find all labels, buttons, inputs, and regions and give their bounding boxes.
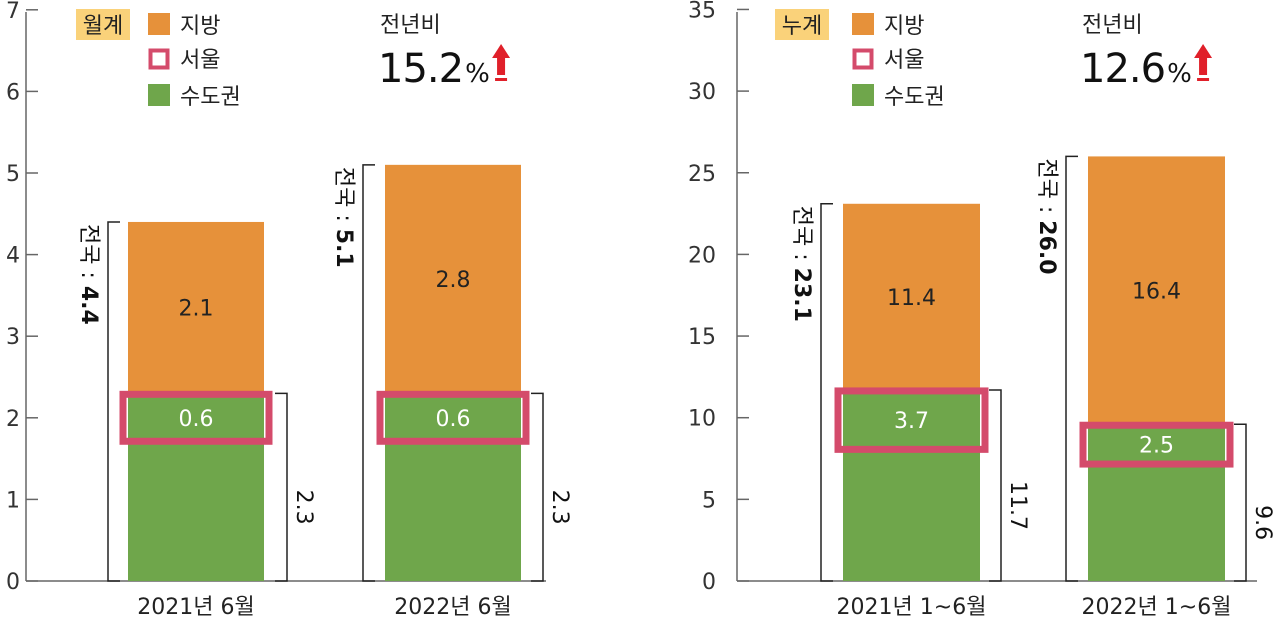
seoul-box	[376, 390, 530, 445]
up-arrow-base-icon	[495, 78, 508, 81]
bar-sudogwon	[843, 389, 980, 581]
bar-label-jibang: 2.1	[179, 297, 214, 322]
seoul-label: 0.6	[179, 407, 214, 432]
national-prefix: 전국 :	[76, 224, 101, 286]
legend-label-jibang: 지방	[180, 14, 220, 39]
national-value: 5.1	[331, 229, 356, 268]
x-category-label: 2021년 6월	[137, 595, 254, 620]
up-arrow-icon	[1194, 44, 1213, 75]
yoy-label: 전년비	[380, 13, 441, 38]
bar-jibang	[128, 221, 264, 394]
national-total-label: 전국 : 4.4	[76, 224, 101, 325]
legend-swatch-jibang	[148, 13, 170, 35]
badge-background	[775, 9, 829, 40]
y-tick-label: 25	[688, 162, 716, 187]
national-value: 4.4	[76, 286, 101, 325]
bar-sudogwon	[128, 393, 264, 581]
legend-swatch-jibang	[852, 13, 874, 35]
national-bracket	[107, 221, 120, 582]
seoul-label: 2.5	[1139, 434, 1174, 459]
bar-jibang	[1088, 156, 1225, 425]
capital-total-label: 9.6	[1250, 505, 1275, 540]
legend-label-seoul: 서울	[884, 48, 924, 73]
legend-label-seoul: 서울	[180, 48, 220, 73]
seoul-box	[834, 387, 989, 453]
national-prefix: 전국 :	[789, 206, 814, 268]
up-arrow-base-icon	[1197, 78, 1210, 81]
national-bracket	[820, 203, 833, 582]
national-prefix: 전국 :	[1034, 158, 1059, 220]
legend-label-sudogwon: 수도권	[180, 85, 241, 110]
y-tick-label: 6	[6, 80, 20, 105]
yoy-unit: %	[1167, 59, 1192, 89]
national-bracket	[362, 164, 375, 582]
y-tick-label: 15	[688, 325, 716, 350]
y-tick-label: 2	[6, 407, 20, 432]
capital-bracket	[989, 389, 1002, 582]
yoy-label: 전년비	[1082, 13, 1143, 38]
y-tick-label: 35	[688, 0, 716, 23]
y-tick-label: 0	[702, 570, 716, 595]
bar-jibang	[843, 203, 980, 390]
bar-jibang	[385, 164, 521, 394]
yoy-unit: %	[465, 59, 490, 89]
capital-bracket	[1234, 423, 1247, 582]
capital-total-label: 2.3	[547, 490, 572, 525]
x-category-label: 2021년 1~6월	[837, 595, 987, 620]
capital-total-label: 2.3	[291, 490, 316, 525]
national-bracket	[1065, 155, 1078, 582]
seoul-box	[119, 390, 273, 445]
x-category-label: 2022년 6월	[394, 595, 511, 620]
bar-label-jibang: 16.4	[1132, 279, 1181, 304]
y-tick-label: 7	[6, 0, 20, 24]
legend-swatch-sudogwon	[148, 84, 170, 106]
badge-label: 월계	[83, 14, 123, 39]
capital-bracket	[275, 392, 288, 582]
y-tick-label: 5	[702, 488, 716, 513]
up-arrow-icon	[492, 44, 511, 75]
y-tick-label: 5	[6, 162, 20, 187]
bar-sudogwon	[385, 393, 521, 581]
seoul-label: 3.7	[894, 409, 929, 434]
legend-label-sudogwon: 수도권	[884, 85, 945, 110]
bar-label-jibang: 11.4	[887, 286, 936, 311]
national-total-label: 전국 : 26.0	[1034, 158, 1059, 274]
y-tick-label: 0	[6, 570, 20, 595]
legend-swatch-seoul	[852, 48, 874, 70]
national-total-label: 전국 : 5.1	[331, 167, 356, 268]
x-category-label: 2022년 1~6월	[1082, 595, 1232, 620]
national-total-label: 전국 : 23.1	[789, 206, 814, 322]
capital-total-label: 11.7	[1005, 481, 1030, 530]
national-prefix: 전국 :	[331, 167, 356, 229]
y-tick-label: 1	[6, 488, 20, 513]
bar-label-jibang: 2.8	[436, 268, 471, 293]
y-tick-label: 20	[688, 243, 716, 268]
y-tick-label: 4	[6, 244, 20, 269]
y-tick-label: 3	[6, 325, 20, 350]
legend-swatch-sudogwon	[852, 84, 874, 106]
legend-swatch-seoul	[148, 48, 170, 70]
seoul-box	[1079, 421, 1234, 468]
bar-sudogwon	[1088, 424, 1225, 581]
badge-background	[76, 9, 130, 40]
badge-label: 누계	[782, 14, 822, 39]
national-value: 23.1	[789, 268, 814, 322]
seoul-label: 0.6	[436, 407, 471, 432]
national-value: 26.0	[1034, 220, 1059, 274]
yoy-value: 12.6	[1080, 46, 1165, 92]
y-tick-label: 30	[688, 80, 716, 105]
legend-label-jibang: 지방	[884, 14, 924, 39]
capital-bracket	[531, 392, 544, 582]
yoy-value: 15.2	[378, 46, 463, 92]
y-tick-label: 10	[688, 407, 716, 432]
